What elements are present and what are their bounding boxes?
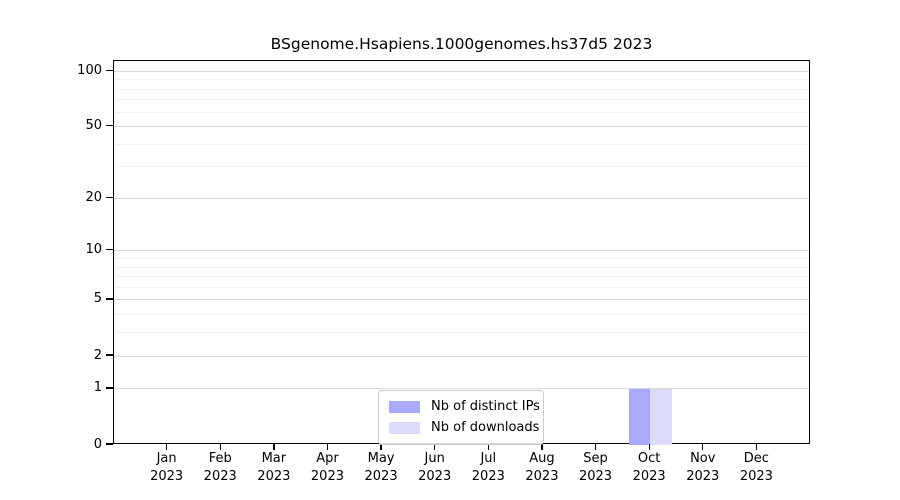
legend-label-nb-of-downloads: Nb of downloads xyxy=(431,420,540,435)
x-tick-month-jun: Jun xyxy=(424,451,445,466)
x-tick-month-aug: Aug xyxy=(529,451,555,466)
legend-swatch-nb-of-distinct-ips xyxy=(389,400,420,413)
x-tick-month-nov: Nov xyxy=(690,451,716,466)
gridline-minor-80 xyxy=(114,88,809,90)
chart-title: BSgenome.Hsapiens.1000genomes.hs37d5 202… xyxy=(270,35,653,53)
x-tick-year-jun: 2023 xyxy=(418,469,452,484)
x-tick-label-jul: Jul 2023 xyxy=(456,450,520,486)
x-tick-mark-oct xyxy=(648,444,650,450)
x-tick-month-dec: Dec xyxy=(743,451,769,466)
gridline-major-1 xyxy=(114,388,809,390)
x-tick-year-feb: 2023 xyxy=(203,469,237,484)
y-tick-mark-5 xyxy=(106,298,113,300)
x-tick-label-oct: Oct 2023 xyxy=(617,450,681,486)
gridline-minor-90 xyxy=(114,79,809,81)
legend-entry-nb-of-downloads: Nb of downloads xyxy=(379,417,543,438)
x-tick-label-aug: Aug 2023 xyxy=(510,450,574,486)
gridline-major-100 xyxy=(114,70,809,72)
legend: Nb of distinct IPs Nb of downloads xyxy=(378,390,544,445)
gridline-minor-7 xyxy=(114,276,809,278)
y-tick-label-0: 0 xyxy=(93,436,102,452)
x-tick-month-jan: Jan xyxy=(156,451,177,466)
x-tick-year-apr: 2023 xyxy=(310,469,344,484)
x-tick-year-nov: 2023 xyxy=(686,469,720,484)
x-tick-label-mar: Mar 2023 xyxy=(242,450,306,486)
x-tick-mark-nov xyxy=(702,444,704,450)
x-tick-mark-aug xyxy=(541,444,543,450)
y-tick-label-50: 50 xyxy=(85,118,102,133)
x-tick-year-jul: 2023 xyxy=(471,469,505,484)
gridline-minor-30 xyxy=(114,166,809,168)
x-tick-month-sep: Sep xyxy=(583,451,608,466)
x-tick-mark-feb xyxy=(219,444,221,450)
gridline-major-20 xyxy=(114,197,809,199)
x-tick-label-feb: Feb 2023 xyxy=(188,450,252,486)
x-tick-label-dec: Dec 2023 xyxy=(724,450,788,486)
x-tick-label-nov: Nov 2023 xyxy=(671,450,735,486)
legend-entry-nb-of-distinct-ips: Nb of distinct IPs xyxy=(379,396,543,417)
x-tick-mark-sep xyxy=(594,444,597,450)
x-tick-month-oct: Oct xyxy=(637,451,661,466)
y-tick-label-2: 2 xyxy=(93,347,102,363)
y-tick-mark-100 xyxy=(106,69,113,71)
x-tick-mark-jan xyxy=(166,444,168,450)
gridline-minor-9 xyxy=(114,257,809,259)
gridline-minor-40 xyxy=(114,143,809,145)
gridline-minor-4 xyxy=(114,314,809,316)
gridline-minor-8 xyxy=(114,266,809,268)
gridline-major-50 xyxy=(114,126,809,127)
x-tick-year-oct: 2023 xyxy=(632,469,666,484)
gridline-major-2 xyxy=(114,355,809,357)
y-tick-mark-50 xyxy=(106,124,113,127)
x-tick-month-mar: Mar xyxy=(261,451,287,466)
y-tick-mark-0 xyxy=(106,443,113,445)
x-tick-mark-apr xyxy=(326,444,329,450)
plot-area xyxy=(113,60,810,445)
x-tick-year-dec: 2023 xyxy=(739,469,773,484)
legend-swatch-nb-of-downloads xyxy=(389,421,420,434)
gridline-minor-3 xyxy=(114,332,809,334)
y-tick-mark-1 xyxy=(106,387,113,389)
y-tick-label-1: 1 xyxy=(93,380,102,396)
x-tick-mark-may xyxy=(380,444,382,450)
x-tick-year-jan: 2023 xyxy=(150,469,184,484)
x-tick-year-aug: 2023 xyxy=(525,469,559,484)
x-tick-mark-jun xyxy=(434,444,436,450)
x-tick-label-jun: Jun 2023 xyxy=(403,450,467,486)
x-tick-year-mar: 2023 xyxy=(257,469,291,484)
y-tick-label-5: 5 xyxy=(93,291,102,307)
gridline-major-10 xyxy=(114,250,809,252)
y-tick-mark-10 xyxy=(106,249,113,251)
gridline-minor-60 xyxy=(114,111,809,113)
y-tick-label-20: 20 xyxy=(85,189,102,205)
x-tick-label-jan: Jan 2023 xyxy=(135,450,199,486)
gridline-minor-70 xyxy=(114,99,809,101)
gridline-minor-6 xyxy=(114,286,809,288)
x-tick-label-apr: Apr 2023 xyxy=(295,450,359,486)
bar-nb-of-distinct-ips-oct xyxy=(628,388,651,445)
y-tick-mark-2 xyxy=(106,354,113,356)
x-tick-mark-mar xyxy=(273,444,275,450)
y-tick-label-10: 10 xyxy=(85,242,102,258)
x-tick-month-may: May xyxy=(367,451,395,466)
bar-nb-of-downloads-oct xyxy=(650,388,672,445)
legend-label-nb-of-distinct-ips: Nb of distinct IPs xyxy=(431,399,540,414)
x-tick-month-jul: Jul xyxy=(480,451,497,466)
y-tick-label-100: 100 xyxy=(77,62,102,78)
x-tick-mark-dec xyxy=(755,444,758,450)
x-tick-mark-jul xyxy=(487,444,489,450)
x-tick-month-feb: Feb xyxy=(208,451,232,466)
x-tick-year-sep: 2023 xyxy=(578,469,613,484)
x-tick-month-apr: Apr xyxy=(316,451,339,466)
x-tick-label-may: May 2023 xyxy=(349,450,413,486)
gridline-major-5 xyxy=(114,299,809,301)
x-tick-label-sep: Sep 2023 xyxy=(564,450,628,486)
y-tick-mark-20 xyxy=(106,196,113,199)
x-tick-year-may: 2023 xyxy=(364,469,398,484)
